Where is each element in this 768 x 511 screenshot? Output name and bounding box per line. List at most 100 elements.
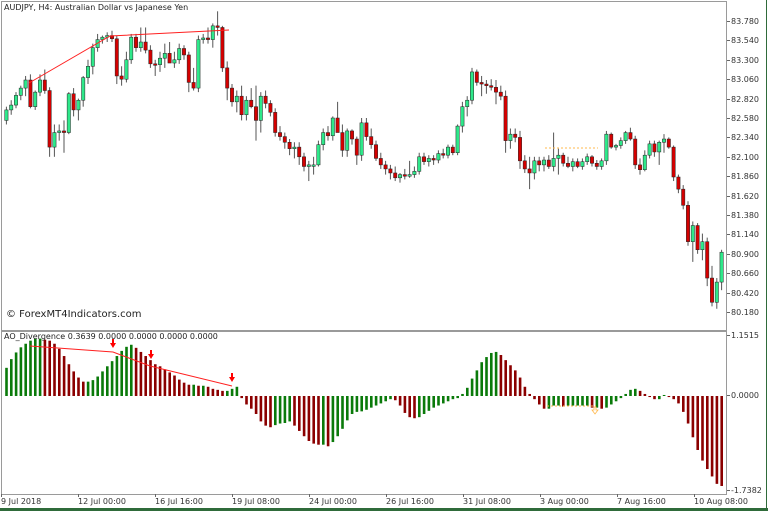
ao-bar-up [278, 396, 282, 424]
ao-bar-up [341, 396, 344, 429]
chart-title: AUDJPY, H4: Australian Dollar vs Japanes… [4, 3, 189, 12]
bear-candle [28, 79, 33, 107]
bull-candle [426, 158, 431, 162]
bull-candle [321, 132, 326, 145]
bull-candle [316, 144, 321, 166]
ao-bar-up [629, 389, 632, 396]
bear-candle [498, 91, 503, 97]
ao-bar-down [77, 377, 80, 396]
bull-candle [57, 130, 62, 133]
ao-bar-up [230, 388, 234, 396]
price-tick-label: 80.900 [727, 250, 759, 259]
ao-bar-down [538, 396, 541, 405]
ao-bar-down [134, 347, 138, 396]
bull-candle [9, 104, 14, 111]
bear-candle [143, 41, 148, 51]
ao-bar-down [182, 382, 186, 396]
bull-candle [66, 93, 71, 133]
ao-bar-up [374, 396, 378, 406]
bull-candle [585, 156, 590, 162]
bear-candle [42, 79, 47, 91]
bull-candle [714, 281, 719, 303]
bear-candle [148, 49, 153, 65]
bull-candle [158, 57, 162, 65]
bull-candle [455, 125, 460, 154]
time-tick-label: 26 Jul 16:00 [386, 494, 434, 506]
ao-bar-down [542, 396, 546, 409]
bear-candle [441, 153, 446, 156]
ao-bar-up [96, 376, 99, 396]
ao-bar-down [307, 396, 311, 441]
ao-bar-down [514, 370, 517, 396]
ao-bar-down [706, 396, 709, 470]
ao-bar-up [557, 396, 560, 406]
ao-bar-down [269, 396, 272, 428]
ao-bar-down [293, 396, 296, 426]
bear-candle [254, 106, 258, 121]
bear-candle [167, 53, 172, 64]
bear-candle [364, 122, 369, 137]
indicator-axis: 1.1515 0.0000 -1.7382 [727, 330, 768, 495]
ao-bar-down [672, 396, 675, 400]
ao-bar-down [259, 396, 263, 422]
price-tick-label: 82.820 [727, 95, 759, 104]
bear-candle [518, 137, 522, 162]
ao-bar-down [250, 396, 253, 409]
bull-candle [614, 145, 618, 148]
bear-candle [422, 156, 426, 162]
ao-bar-down [312, 396, 315, 444]
ao-bar-up [336, 396, 339, 437]
ao-bar-down [643, 393, 647, 396]
bear-candle [302, 156, 306, 167]
ao-bar-up [610, 396, 613, 405]
bear-candle [297, 146, 302, 158]
ao-bar-down [163, 369, 167, 396]
ao-bar-down [211, 388, 215, 396]
bear-candle [268, 103, 273, 113]
time-tick-label: 3 Aug 00:00 [540, 494, 589, 506]
ao-bar-up [581, 396, 584, 406]
ao-bar-down [216, 389, 219, 396]
bull-candle [172, 59, 177, 64]
ao-bar-up [331, 396, 335, 443]
ao-bar-down [691, 396, 695, 438]
ao-bar-up [202, 385, 205, 396]
divergence-arrow-icon [229, 373, 235, 382]
bull-candle [196, 39, 201, 89]
bear-candle [479, 82, 484, 85]
price-tick-label: 80.660 [727, 269, 759, 278]
ao-bar-up [34, 338, 37, 396]
bear-candle [484, 83, 489, 86]
bear-candle [71, 93, 76, 111]
bull-candle [657, 142, 662, 153]
ao-bar-up [432, 396, 435, 408]
ao-bar-down [82, 381, 85, 396]
ao-bar-up [101, 371, 104, 396]
bull-candle [4, 109, 9, 121]
ao-bar-down [53, 343, 56, 396]
ao-bar-up [19, 347, 23, 396]
ao-bar-up [346, 396, 349, 421]
ao-bar-down [168, 372, 171, 396]
bull-candle [642, 154, 647, 170]
bull-candle [551, 158, 556, 167]
ao-bar-down [523, 386, 527, 396]
bull-candle [138, 41, 143, 48]
ao-bar-up [475, 370, 479, 396]
bear-candle [350, 130, 354, 140]
ao-bar-down [408, 396, 411, 418]
bear-candle [676, 176, 681, 190]
ao-bar-up [595, 396, 599, 408]
bull-candle [14, 95, 18, 106]
bull-candle [23, 79, 28, 89]
time-tick-label: 12 Jul 00:00 [78, 494, 126, 506]
bear-candle [153, 63, 158, 66]
bear-candle [393, 172, 398, 179]
bull-candle [412, 171, 417, 175]
bear-candle [546, 159, 551, 167]
ao-bar-up [130, 344, 133, 396]
ao-bar-down [317, 396, 320, 445]
price-chart-pane[interactable] [1, 1, 727, 331]
bull-candle [532, 160, 537, 174]
price-tick-label: 80.180 [727, 308, 759, 317]
